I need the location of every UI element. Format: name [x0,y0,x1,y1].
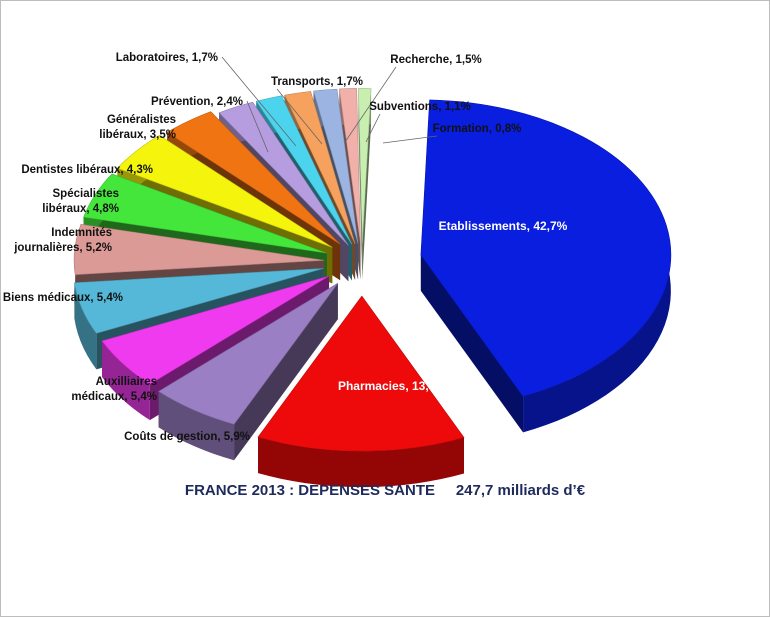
slice-label: Prévention, 2,4% [151,96,243,108]
slice-label: Pharmacies, 13,5% [338,379,446,393]
slice-label: Etablissements, 42,7% [439,219,568,233]
slice-label: Spécialistes libéraux, 4,8% [42,188,119,215]
leader-line [344,66,397,143]
slice-label: Laboratoires, 1,7% [116,52,218,64]
slice-label: Généralistes libéraux, 3,5% [99,114,176,141]
slice-label: Auxilliaires médicaux, 5,4% [71,376,157,403]
slice-label: Transports, 1,7% [271,76,363,88]
slice-label: Indemnités journalières, 5,2% [13,227,112,254]
leader-line [276,88,323,145]
slice-label: Biens médicaux, 5,4% [3,292,123,304]
leader-line [246,100,269,153]
pie-slice [420,99,672,433]
slice-label: Recherche, 1,5% [390,54,481,66]
slice-label: Subventions, 1,1% [369,101,471,113]
leader-line [221,56,297,147]
pie-slice [257,295,465,488]
slice-label: Dentistes libéraux, 4,3% [21,164,153,176]
slice-label: Coûts de gestion, 5,9% [124,431,250,443]
pie-slice [158,283,339,461]
slice-label: Formation, 0,8% [433,123,522,135]
leader-line [365,113,381,143]
leader-line [382,135,438,144]
chart-title: FRANCE 2013 : DEPENSES SANTE 247,7 milli… [184,482,586,499]
